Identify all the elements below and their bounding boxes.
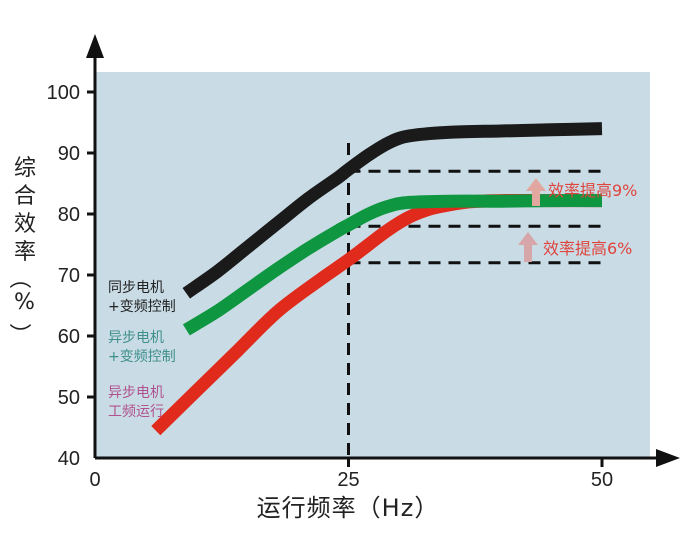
y-axis-label-char: ） [6, 322, 32, 346]
annotation-text-0: 效率提高9% [548, 181, 637, 200]
y-tick-label-60: 60 [58, 326, 80, 348]
y-tick-label-90: 90 [58, 143, 80, 165]
y-tick-label-100: 100 [47, 82, 80, 104]
axes [86, 34, 680, 467]
annotation-text-1: 效率提高6% [543, 239, 632, 258]
annotation-arrow-up-icon-1 [518, 232, 538, 262]
annotation-arrow-up-icon-0 [526, 178, 546, 206]
x-tick-label-0: 0 [89, 469, 100, 491]
series-layer [151, 122, 603, 436]
y-axis-arrow [86, 34, 104, 58]
series-label-1-line-1: +变频控制 [108, 349, 176, 365]
y-tick-label-50: 50 [58, 387, 80, 409]
y-tick-label-70: 70 [58, 265, 80, 287]
y-axis-label-char: 率 [14, 240, 37, 265]
series-label-1-line-0: 异步电机 [108, 330, 164, 346]
annotations: 效率提高9% 效率提高6% [518, 178, 637, 262]
series-label-0-line-1: +变频控制 [108, 299, 176, 315]
x-axis-label: 运行频率（Hz） [256, 494, 440, 522]
x-tick-label-25: 25 [337, 469, 359, 491]
y-tick-label-40: 40 [58, 448, 80, 470]
series-label-2-line-0: 异步电机 [108, 385, 164, 401]
x-axis-arrow [656, 449, 680, 467]
y-axis-label-char: 合 [14, 184, 37, 209]
series-line-0 [182, 122, 603, 299]
annotation-0: 效率提高9% [526, 178, 637, 206]
y-axis-label-char: 效 [14, 212, 37, 237]
annotation-1: 效率提高6% [518, 232, 632, 262]
y-tick-label-80: 80 [58, 204, 80, 226]
tick-labels: 40 50 60 70 80 90 100 0 25 50 [47, 82, 614, 491]
series-label-2-line-1: 工频运行 [108, 404, 164, 420]
y-axis-label-char: （ [6, 266, 32, 290]
y-axis-label-char: 综 [14, 156, 37, 181]
y-axis-label-char: % [14, 290, 35, 315]
series-label-0-line-0: 同步电机 [108, 280, 164, 296]
series-line-1 [182, 194, 603, 336]
x-tick-label-50: 50 [591, 469, 613, 491]
